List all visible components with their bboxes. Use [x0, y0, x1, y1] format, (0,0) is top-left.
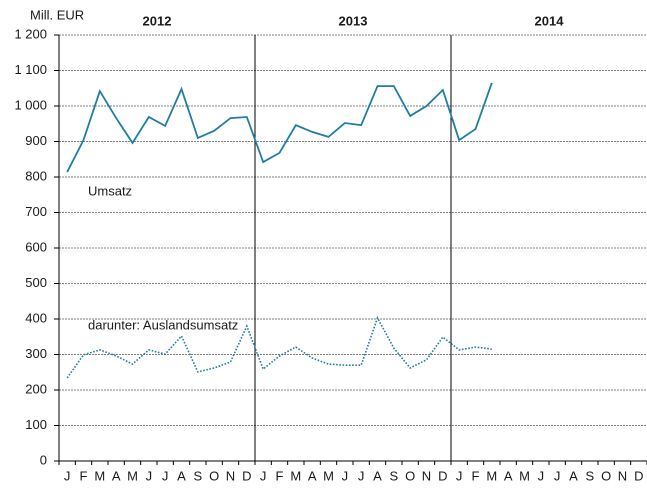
y-tick-label: 400	[25, 310, 47, 325]
x-tick-label: M	[519, 468, 530, 483]
x-tick-label: J	[260, 468, 267, 483]
x-tick-label: N	[422, 468, 431, 483]
x-tick-label: S	[585, 468, 594, 483]
x-tick-label: D	[242, 468, 251, 483]
x-tick-label: M	[323, 468, 334, 483]
x-tick-label: J	[456, 468, 463, 483]
x-tick-label: M	[290, 468, 301, 483]
x-tick-label: J	[358, 468, 365, 483]
x-tick-label: O	[601, 468, 611, 483]
x-tick-label: M	[127, 468, 138, 483]
year-label: 2014	[535, 13, 565, 28]
y-tick-label: 0	[40, 452, 47, 467]
y-tick-label: 100	[25, 417, 47, 432]
y-tick-label: 1 000	[14, 97, 47, 112]
y-tick-label: 700	[25, 204, 47, 219]
series-line	[66, 82, 493, 173]
x-tick-label: F	[276, 468, 284, 483]
x-tick-label: D	[634, 468, 643, 483]
x-tick-label: A	[112, 468, 121, 483]
x-tick-label: J	[342, 468, 349, 483]
x-tick-label: F	[472, 468, 480, 483]
y-tick-label: 200	[25, 381, 47, 396]
y-tick-label: 300	[25, 346, 47, 361]
y-tick-label: 600	[25, 239, 47, 254]
series-label: darunter: Auslandsumsatz	[88, 317, 238, 332]
x-tick-label: N	[226, 468, 235, 483]
x-tick-label: D	[438, 468, 447, 483]
y-tick-label: 900	[25, 133, 47, 148]
y-axis-label: Mill. EUR	[30, 7, 84, 22]
x-tick-label: A	[373, 468, 382, 483]
y-tick-label: 800	[25, 168, 47, 183]
x-tick-label: A	[569, 468, 578, 483]
x-tick-label: J	[162, 468, 169, 483]
x-tick-label: J	[146, 468, 153, 483]
x-tick-label: A	[177, 468, 186, 483]
series-line	[66, 315, 492, 379]
y-tick-label: 1 100	[14, 62, 47, 77]
x-tick-label: A	[308, 468, 317, 483]
y-tick-label: 1 200	[14, 26, 47, 41]
x-tick-label: S	[193, 468, 202, 483]
x-tick-label: F	[80, 468, 88, 483]
year-label: 2013	[339, 13, 368, 28]
series-label: Umsatz	[88, 183, 132, 198]
year-label: 2012	[143, 13, 172, 28]
x-tick-label: O	[405, 468, 415, 483]
x-tick-label: N	[618, 468, 627, 483]
x-tick-label: M	[94, 468, 105, 483]
y-tick-label: 500	[25, 275, 47, 290]
x-tick-label: O	[209, 468, 219, 483]
x-tick-label: J	[64, 468, 71, 483]
x-tick-label: S	[389, 468, 398, 483]
x-tick-label: A	[504, 468, 513, 483]
x-tick-label: J	[538, 468, 545, 483]
x-tick-label: M	[486, 468, 497, 483]
x-tick-label: J	[554, 468, 561, 483]
